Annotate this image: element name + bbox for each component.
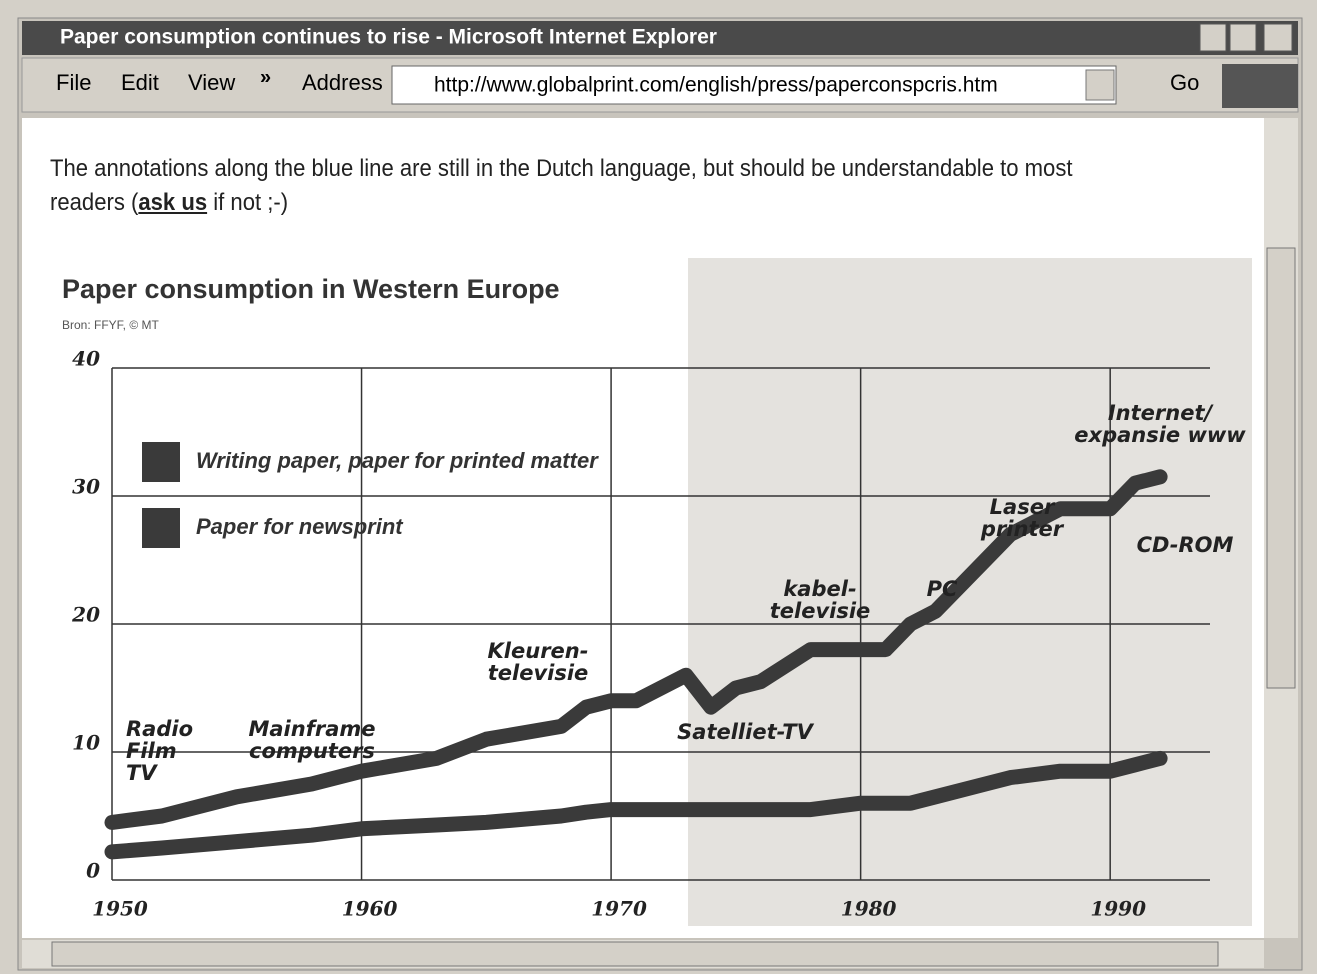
legend-label: Paper for newsprint <box>196 514 404 539</box>
close-button[interactable] <box>1263 23 1293 52</box>
intro-start: The annotations along the blue line are … <box>50 155 1073 216</box>
annotation: Kleuren- <box>488 639 589 663</box>
y-tick-label: 20 <box>71 603 100 627</box>
annotation: computers <box>249 739 375 763</box>
annotation: printer <box>980 517 1065 541</box>
annotation: Internet/ <box>1108 401 1215 425</box>
y-tick-label: 40 <box>72 347 100 371</box>
x-tick-label: 1990 <box>1090 897 1146 921</box>
menu-edit[interactable]: Edit <box>121 70 159 95</box>
legend-label: Writing paper, paper for printed matter <box>196 448 599 473</box>
menu-file[interactable]: File <box>56 70 91 95</box>
v-scroll-thumb[interactable] <box>1266 247 1296 689</box>
chart-source: Bron: FFYF, © MT <box>62 318 160 332</box>
x-tick-label: 1980 <box>841 897 897 921</box>
annotation: televisie <box>488 661 589 685</box>
intro-text: The annotations along the blue line are … <box>50 152 1136 220</box>
menu-more[interactable]: » <box>260 66 271 88</box>
annotation: Mainframe <box>248 717 375 741</box>
throbber <box>1222 64 1298 108</box>
maximize-button[interactable] <box>1229 23 1257 52</box>
menu-view[interactable]: View <box>188 70 235 95</box>
y-tick-label: 30 <box>72 475 100 499</box>
annotation: PC <box>927 577 958 601</box>
y-tick-label: 10 <box>72 731 100 755</box>
title-bar <box>22 21 1298 55</box>
address-label: Address <box>302 70 383 95</box>
address-url[interactable]: http://www.globalprint.com/english/press… <box>434 74 998 97</box>
scan-background <box>688 258 1252 926</box>
annotation: televisie <box>770 599 871 623</box>
annotation: TV <box>126 761 158 785</box>
go-button[interactable]: Go <box>1170 70 1199 95</box>
annotation: Film <box>126 739 177 763</box>
x-tick-label: 1950 <box>92 897 148 921</box>
address-dropdown[interactable] <box>1085 69 1115 101</box>
address-box[interactable] <box>391 65 1117 105</box>
data-line <box>104 750 1168 860</box>
y-tick-label: 0 <box>86 859 100 883</box>
annotation: expansie www <box>1074 423 1246 447</box>
x-tick-label: 1960 <box>342 897 398 921</box>
annotation: Satelliet-TV <box>677 720 814 744</box>
annotation: kabel- <box>783 577 856 601</box>
annotation: CD-ROM <box>1137 533 1234 557</box>
window-title: Paper consumption continues to rise - Mi… <box>60 26 717 49</box>
legend-swatch <box>142 508 180 548</box>
minimize-button[interactable] <box>1199 23 1227 52</box>
intro-end: if not ;-) <box>207 189 289 216</box>
chart-title: Paper consumption in Western Europe <box>62 274 560 304</box>
h-scroll-thumb[interactable] <box>51 941 1219 967</box>
legend-swatch <box>142 442 180 482</box>
ask-us-link[interactable]: ask us <box>138 189 208 216</box>
x-tick-label: 1970 <box>591 897 647 921</box>
data-line <box>104 469 1168 830</box>
annotation: Laser <box>990 495 1056 519</box>
annotation: Radio <box>126 717 193 741</box>
